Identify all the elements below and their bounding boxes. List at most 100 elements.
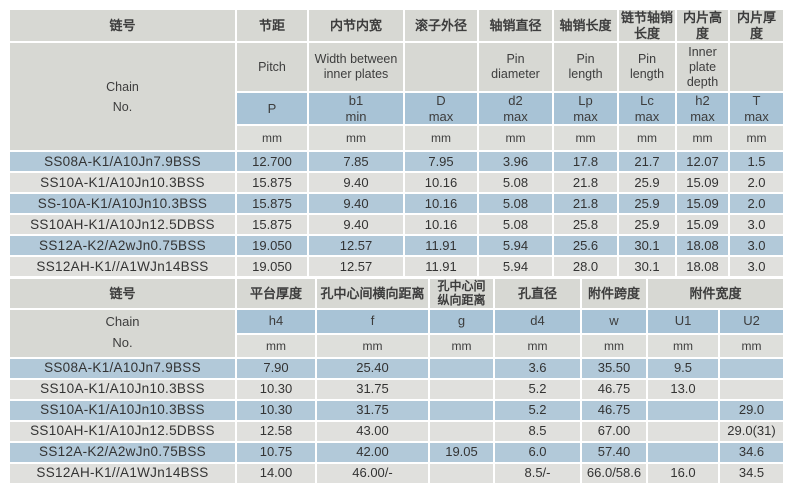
cell-chain-no: SS-10A-K1/A10Jn10.3BSS bbox=[8, 192, 237, 216]
data-cell bbox=[428, 461, 495, 485]
unit-cell: mm bbox=[493, 332, 582, 359]
table-row: SS10A-K1/A10Jn10.3BSS 15.875 9.40 10.16 … bbox=[8, 171, 785, 195]
data-cell: 3.0 bbox=[728, 234, 785, 258]
data-cell: 19.050 bbox=[235, 255, 309, 279]
unit-cell: mm bbox=[235, 124, 309, 153]
header-cell-pin-diameter-cn: 轴销直径 bbox=[477, 7, 554, 44]
data-cell: 25.9 bbox=[617, 171, 677, 195]
data-cell: 57.40 bbox=[580, 440, 648, 464]
data-cell: 5.08 bbox=[477, 171, 554, 195]
data-cell: 46.75 bbox=[580, 398, 648, 422]
table-row: SS08A-K1/A10Jn7.9BSS 12.700 7.85 7.95 3.… bbox=[8, 150, 785, 174]
data-cell: 6.0 bbox=[493, 440, 582, 464]
unit-cell: mm bbox=[552, 124, 619, 153]
header-cell-pin-diameter-en: Pin diameter bbox=[477, 41, 554, 94]
table1-chinese-header-row: 链号 节距 内节内宽 滚子外径 轴销直径 轴销长度 链节轴销 长度 内片高度 内… bbox=[8, 7, 785, 44]
data-cell: 17.8 bbox=[552, 150, 619, 174]
header-cell-plate-thickness-cn: 内片厚度 bbox=[728, 7, 785, 44]
data-cell: 28.0 bbox=[552, 255, 619, 279]
header-cell-chain-en: Chain No. bbox=[8, 307, 237, 359]
data-cell: 12.57 bbox=[307, 255, 405, 279]
data-cell: 8.5 bbox=[493, 419, 582, 443]
data-cell: 29.0(31) bbox=[717, 419, 786, 443]
data-cell: 3.6 bbox=[493, 356, 582, 380]
data-cell: 34.5 bbox=[717, 461, 786, 485]
header-cell-inner-width-en: Width between inner plates bbox=[307, 41, 405, 94]
header-cell-platform-thickness-cn: 平台厚度 bbox=[235, 277, 317, 310]
data-cell: 35.50 bbox=[580, 356, 648, 380]
data-cell: 2.0 bbox=[728, 171, 785, 195]
header-cell-chain-cn: 链号 bbox=[8, 277, 237, 310]
table-row: SS12A-K2/A2wJn0.75BSS 19.050 12.57 11.91… bbox=[8, 234, 785, 258]
data-cell: 25.6 bbox=[552, 234, 619, 258]
unit-cell: mm bbox=[307, 124, 405, 153]
cell-chain-no: SS10A-K1/A10Jn10.3BSS bbox=[8, 171, 237, 195]
data-cell: 34.6 bbox=[717, 440, 786, 464]
symbol-cell-d4: d4 bbox=[493, 307, 582, 335]
data-cell: 31.75 bbox=[315, 398, 430, 422]
header-cell-attachment-span-cn: 附件跨度 bbox=[580, 277, 648, 310]
data-cell: 7.95 bbox=[403, 150, 479, 174]
data-cell: 21.8 bbox=[552, 171, 619, 195]
data-cell: 66.0/58.6 bbox=[580, 461, 648, 485]
header-cell-hole-longitudinal-distance-cn: 孔中心间 纵向距离 bbox=[428, 277, 495, 310]
table-row: SS08A-K1/A10Jn7.9BSS 7.90 25.40 3.6 35.5… bbox=[8, 356, 786, 380]
symbol-cell-U1: U1 bbox=[646, 307, 720, 335]
table-row: SS10AH-K1/A10Jn12.5DBSS 12.58 43.00 8.5 … bbox=[8, 419, 786, 443]
cell-chain-no: SS12AH-K1//A1WJn14BSS bbox=[8, 255, 237, 279]
data-cell: 15.09 bbox=[675, 213, 730, 237]
data-cell bbox=[646, 398, 720, 422]
data-cell: 5.94 bbox=[477, 234, 554, 258]
unit-cell: mm bbox=[315, 332, 430, 359]
data-cell: 21.7 bbox=[617, 150, 677, 174]
header-cell-hole-diameter-cn: 孔直径 bbox=[493, 277, 582, 310]
data-cell: 10.30 bbox=[235, 398, 317, 422]
data-cell: 7.90 bbox=[235, 356, 317, 380]
header-cell-hole-transverse-distance-cn: 孔中心间横向距离 bbox=[315, 277, 430, 310]
data-cell bbox=[428, 419, 495, 443]
unit-cell: mm bbox=[717, 332, 786, 359]
data-cell: 15.875 bbox=[235, 192, 309, 216]
unit-cell: mm bbox=[646, 332, 720, 359]
table-row: SS-10A-K1/A10Jn10.3BSS 15.875 9.40 10.16… bbox=[8, 192, 785, 216]
data-cell: 25.40 bbox=[315, 356, 430, 380]
symbol-cell-g: g bbox=[428, 307, 495, 335]
data-cell: 15.09 bbox=[675, 192, 730, 216]
cell-chain-no: SS12AH-K1//A1WJn14BSS bbox=[8, 461, 237, 485]
data-cell: 30.1 bbox=[617, 234, 677, 258]
header-cell-chain-cn: 链号 bbox=[8, 7, 237, 44]
data-cell: 10.16 bbox=[403, 213, 479, 237]
symbol-cell-Lc: Lc max bbox=[617, 91, 677, 127]
data-cell: 12.700 bbox=[235, 150, 309, 174]
data-cell: 19.050 bbox=[235, 234, 309, 258]
symbol-cell-D: D max bbox=[403, 91, 479, 127]
data-cell: 31.75 bbox=[315, 377, 430, 401]
data-cell: 11.91 bbox=[403, 234, 479, 258]
data-cell: 15.875 bbox=[235, 171, 309, 195]
symbol-cell-T: T max bbox=[728, 91, 785, 127]
symbol-cell-h2: h2 max bbox=[675, 91, 730, 127]
symbol-cell-U2: U2 bbox=[717, 307, 786, 335]
unit-cell: mm bbox=[580, 332, 648, 359]
data-cell bbox=[717, 356, 786, 380]
table1-header: 链号 节距 内节内宽 滚子外径 轴销直径 轴销长度 链节轴销 长度 内片高度 内… bbox=[8, 7, 785, 153]
cell-chain-no: SS12A-K2/A2wJn0.75BSS bbox=[8, 234, 237, 258]
header-cell-pitch-cn: 节距 bbox=[235, 7, 309, 44]
unit-cell: mm bbox=[617, 124, 677, 153]
data-cell: 3.0 bbox=[728, 213, 785, 237]
header-cell-pin-length-cn: 轴销长度 bbox=[552, 7, 619, 44]
data-cell: 25.9 bbox=[617, 213, 677, 237]
table2-symbol-row: Chain No. h4 f g d4 w U1 U2 bbox=[8, 307, 786, 359]
table2-header: 链号 平台厚度 孔中心间横向距离 孔中心间 纵向距离 孔直径 附件跨度 附件宽度… bbox=[8, 277, 786, 359]
table1-symbol-row: P b1 min D max d2 max Lp max Lc max h2 m… bbox=[9, 91, 785, 127]
data-cell: 25.9 bbox=[617, 192, 677, 216]
data-cell: 9.40 bbox=[307, 171, 405, 195]
data-cell: 3.96 bbox=[477, 150, 554, 174]
data-cell: 21.8 bbox=[552, 192, 619, 216]
cell-chain-no: SS10A-K1/A10Jn10.3BSS bbox=[8, 377, 237, 401]
attachment-dimensions-table: 链号 平台厚度 孔中心间横向距离 孔中心间 纵向距离 孔直径 附件跨度 附件宽度… bbox=[8, 277, 786, 485]
data-cell: 10.16 bbox=[403, 192, 479, 216]
header-cell-roller-diameter-en bbox=[403, 41, 479, 94]
symbol-cell-b1: b1 min bbox=[307, 91, 405, 127]
data-cell: 12.07 bbox=[675, 150, 730, 174]
